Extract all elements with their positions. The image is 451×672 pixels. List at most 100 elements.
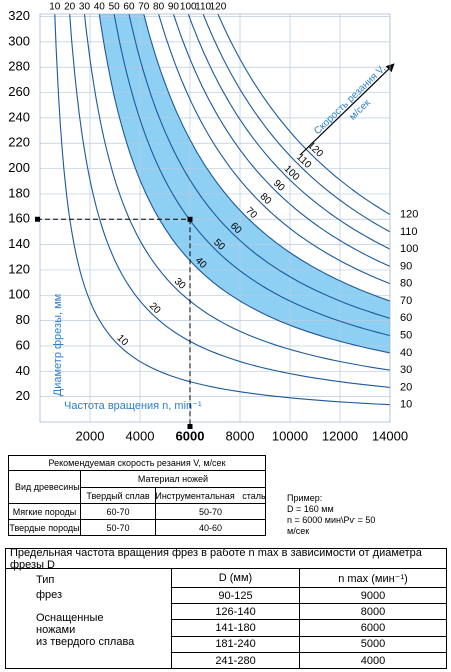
- y-tick-label: 80: [16, 312, 30, 327]
- y-tick-label: 300: [8, 33, 30, 48]
- table2-cell: 90-125: [172, 588, 299, 605]
- table1-sub-header: Твердый сплав: [80, 487, 156, 504]
- table2-cell: 141-180: [172, 620, 299, 637]
- y-tick-label: 260: [8, 84, 30, 99]
- top-speed-label: 90: [168, 2, 180, 13]
- speed-label: Скорость резания V,: [312, 63, 388, 137]
- top-speed-label: 110: [195, 2, 211, 13]
- right-speed-label: 120: [400, 208, 418, 220]
- x-tick-label: 2000: [76, 428, 105, 443]
- y-tick-label: 200: [8, 160, 30, 175]
- y-tick-label: 100: [8, 287, 30, 302]
- table2-header: D (мм): [172, 569, 299, 588]
- y-tick-label: 40: [16, 363, 30, 378]
- curve-label: 30: [172, 276, 188, 292]
- table1-title: Рекомендуемая скорость резания V, м/сек: [8, 455, 266, 471]
- right-speed-label: 10: [400, 399, 412, 411]
- table1-sub-header: Инструментальная сталь: [155, 487, 266, 504]
- top-speed-label: 20: [64, 2, 76, 13]
- table1-cell: 50-70: [80, 519, 156, 536]
- y-tick-label: 60: [16, 337, 30, 352]
- right-speed-label: 50: [400, 329, 412, 341]
- speed-curve: [143, 14, 390, 302]
- right-speed-label: 40: [400, 347, 412, 359]
- right-speed-label: 20: [400, 381, 412, 393]
- top-speed-label: 100: [180, 2, 197, 13]
- x-tick-label: 10000: [272, 428, 308, 443]
- table-2: Предельная частота вращения фрез в работ…: [5, 547, 447, 669]
- table2-cell: 9000: [300, 588, 446, 605]
- y-tick-label: 20: [16, 388, 30, 403]
- y-tick-label: 180: [8, 185, 30, 200]
- top-speed-label: 50: [109, 2, 121, 13]
- speed-curve: [158, 14, 390, 285]
- type-line: Оснащенные: [36, 612, 104, 624]
- type-line: из твердого сплава: [36, 636, 135, 648]
- y-tick-label: 140: [8, 236, 30, 251]
- speed-curve: [187, 14, 390, 250]
- table1-col-header: Вид древесины: [8, 470, 81, 504]
- x-axis-title: Частота вращения n, min⁻¹: [64, 400, 202, 412]
- plot: [40, 14, 390, 422]
- example-end: [187, 424, 193, 429]
- right-speed-label: 90: [400, 260, 412, 272]
- note-line: м/сек: [287, 526, 310, 536]
- x-tick-label: 14000: [372, 428, 408, 443]
- speed-band: [99, 14, 390, 353]
- y-tick-label: 220: [8, 135, 30, 150]
- table1-cell: 40-60: [155, 519, 266, 536]
- speed-curve: [54, 14, 390, 406]
- right-speed-label: 80: [400, 278, 412, 290]
- x-tick-label: 6000: [176, 428, 205, 443]
- speed-curve: [83, 14, 390, 371]
- x-tick-label: 4000: [126, 428, 155, 443]
- example-point: [187, 216, 193, 222]
- table2-cell: 4000: [360, 654, 386, 667]
- y-tick-label: 320: [8, 8, 30, 23]
- table2-cell: 6000: [300, 620, 446, 637]
- curve-label: 20: [147, 301, 163, 317]
- top-speed-label: 10: [49, 2, 61, 13]
- table2-cell: 5000: [300, 637, 446, 653]
- note-line: Пример:: [287, 493, 323, 503]
- y-tick-label: 160: [8, 211, 30, 226]
- curve-label: 90: [271, 178, 287, 194]
- top-speed-label: 120: [210, 2, 227, 13]
- speed-curve: [217, 14, 390, 216]
- table1-group-header: Материал ножей: [80, 470, 266, 488]
- table2-cell: 126-140: [172, 604, 299, 621]
- top-speed-label: 70: [138, 2, 150, 13]
- type-line: фрез: [36, 589, 63, 601]
- table1-cell: Мягкие породы: [8, 503, 81, 520]
- curve-label: 100: [282, 164, 302, 184]
- right-speed-label: 60: [400, 312, 412, 324]
- right-speed-label: 100: [400, 243, 418, 255]
- right-speed-label: 30: [400, 364, 412, 376]
- right-speed-label: 110: [400, 226, 418, 238]
- speed-curve: [69, 14, 390, 388]
- top-speed-label: 60: [123, 2, 135, 13]
- chart: Скорость резания V, м/сек Диаметр фрезы,…: [8, 2, 418, 444]
- speed-curve: [172, 14, 390, 267]
- table2-header: n max (мин⁻¹): [300, 569, 446, 588]
- top-speed-label: 40: [94, 2, 106, 13]
- note-line: n = 6000 мин\Рѵ = 50: [287, 515, 376, 525]
- right-speed-label: 70: [400, 295, 412, 307]
- top-speed-label: 30: [79, 2, 91, 13]
- speed-curve: [113, 14, 390, 337]
- x-tick-label: 8000: [226, 428, 255, 443]
- table2-header: Тип: [36, 574, 55, 586]
- y-tick-label: 120: [8, 261, 30, 276]
- table2-cell: 241-280: [215, 654, 256, 667]
- curve-label: 110: [294, 152, 313, 171]
- table1-cell: 60-70: [80, 503, 156, 520]
- speed-curve: [98, 14, 390, 354]
- speed-arrow: [299, 63, 395, 156]
- top-speed-label: 80: [153, 2, 165, 13]
- table2-cell: 181-240: [172, 637, 299, 653]
- speed-curve: [202, 14, 390, 233]
- y-tick-label: 240: [8, 109, 30, 124]
- speed-curve: [128, 14, 390, 319]
- table2-title: Предельная частота вращения фрез в работ…: [6, 547, 446, 571]
